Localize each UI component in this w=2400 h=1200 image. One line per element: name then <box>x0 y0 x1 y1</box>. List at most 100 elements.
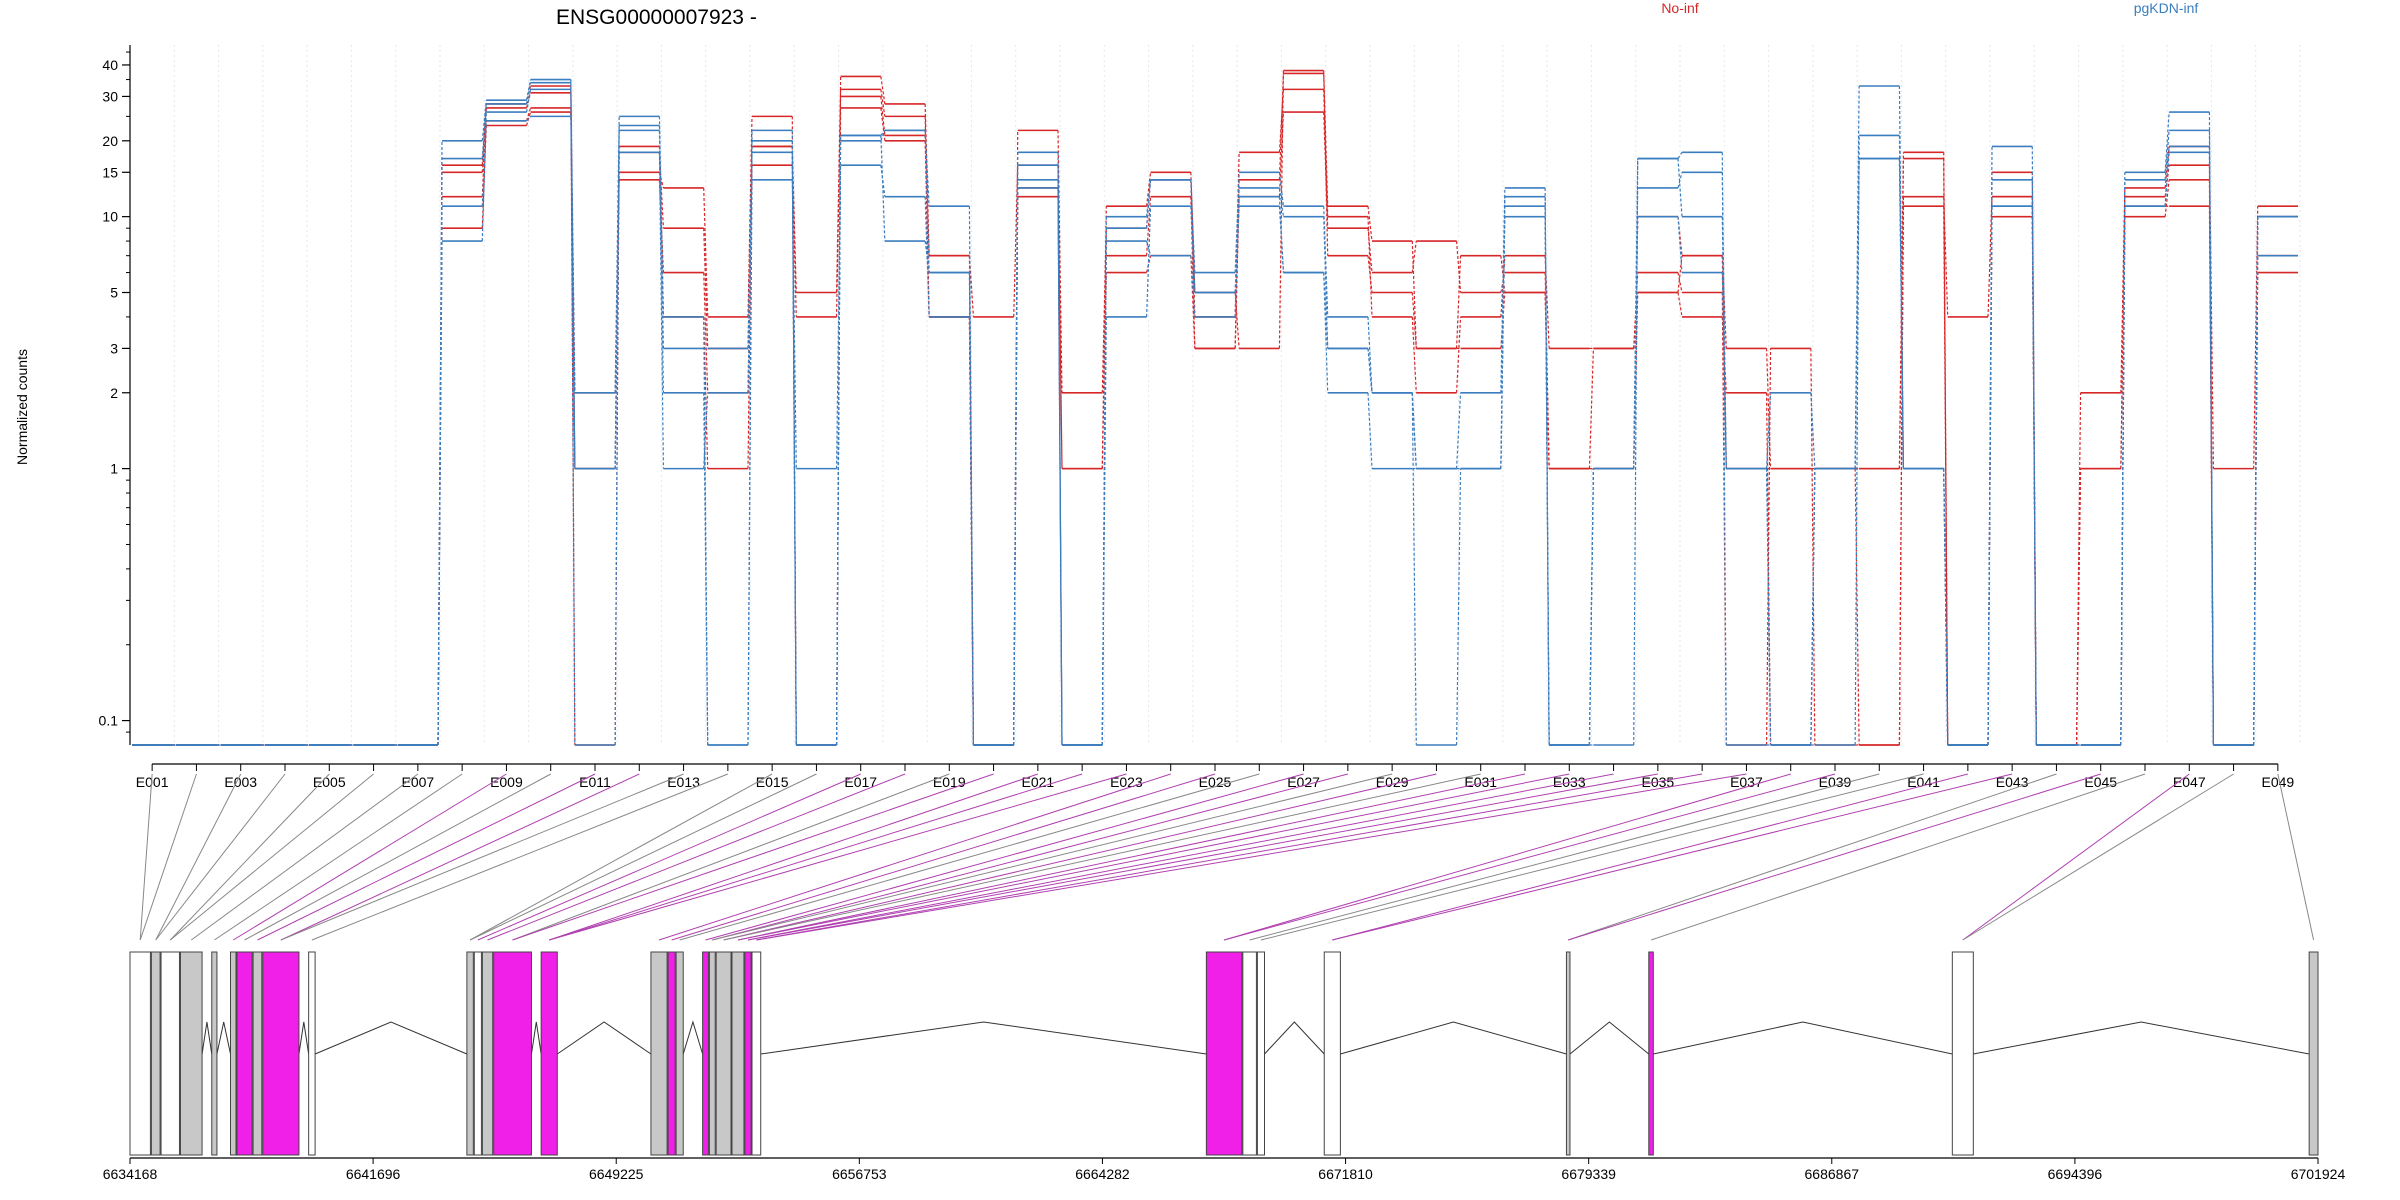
bin-transition-segment <box>437 241 443 746</box>
series-no-inf-1 <box>132 88 2298 746</box>
bin-transition-segment <box>1633 216 1639 469</box>
bin-connector-line <box>214 773 463 941</box>
bin-connector-line <box>705 773 1304 941</box>
bin-transition-segment <box>1234 206 1240 293</box>
bin-transition-segment <box>1190 255 1196 317</box>
y-tick-label: 10 <box>102 209 118 225</box>
gridlines <box>129 45 2301 745</box>
series-pgkdn-inf-6 <box>132 115 2298 746</box>
bin-connector-line <box>190 773 419 941</box>
bin-transition-segment <box>1278 112 1285 197</box>
bin-transition-segment <box>924 240 930 273</box>
exon-box <box>650 951 668 1156</box>
exon-box <box>308 951 316 1156</box>
genome-tick-label: 6701924 <box>2291 1166 2346 1182</box>
genome-tick-label: 6656753 <box>832 1166 887 1182</box>
bin-transition-segment <box>1455 255 1462 349</box>
exon-box <box>1256 951 1265 1156</box>
x-tick-label: E023 <box>1110 774 1143 790</box>
x-tick-label: E027 <box>1287 774 1320 790</box>
bin-transition-segment <box>481 100 487 141</box>
bin-transition-segment <box>703 228 709 349</box>
bin-connector-line <box>679 773 1260 941</box>
bin-transition-segment <box>835 165 842 469</box>
x-tick-label: E041 <box>1907 774 1940 790</box>
genome-tick-label: 6671810 <box>1318 1166 1373 1182</box>
x-tick-label: E019 <box>933 774 966 790</box>
intron-line <box>530 1021 542 1055</box>
bin-connector-line <box>169 773 374 941</box>
bin-transition-segment <box>1057 179 1063 746</box>
bin-transition-segment <box>1145 179 1152 229</box>
bin-connector-line <box>1223 773 1791 941</box>
y-tick-label: 30 <box>102 88 118 104</box>
bin-connector-line <box>487 773 906 941</box>
bin-transition-segment <box>703 187 709 317</box>
bin-transition-segment <box>747 179 753 746</box>
genomic-coordinate-axis: 6634168 6641696 6649225 6656753 6664282 66718… <box>103 1157 2346 1182</box>
bin-transition-segment <box>2164 146 2170 188</box>
bin-transition-segment <box>1987 196 1993 317</box>
bin-transition-segment <box>747 152 753 393</box>
bin-transition-segment <box>658 152 665 469</box>
exon-box <box>252 951 263 1156</box>
bin-transition-segment <box>1455 392 1462 469</box>
exon-box <box>481 951 494 1156</box>
bin-transition-segment <box>1677 272 1683 293</box>
bin-connector-line <box>1650 773 2146 941</box>
exon-box <box>160 951 180 1156</box>
y-tick-label: 3 <box>110 340 118 356</box>
gene-model <box>129 951 2319 1156</box>
genome-tick-label: 6686867 <box>1805 1166 1860 1182</box>
bin-transition-segment <box>880 130 886 142</box>
bin-transition-segment <box>1765 468 1772 746</box>
genome-tick-label: 6664282 <box>1075 1166 1130 1182</box>
y-axis: 0.1 1 2 3 5 10 15 20 30 40 <box>99 45 131 745</box>
bin-transition-segment <box>1544 216 1550 746</box>
bin-transition-segment <box>2253 206 2259 469</box>
genome-tick-label: 6679339 <box>1561 1166 1616 1182</box>
bin-transition-segment <box>526 115 532 122</box>
bin-transition-segment <box>2253 216 2259 746</box>
bin-connector-line <box>712 773 1348 941</box>
bin-transition-segment <box>703 392 709 469</box>
exon-box <box>2308 951 2319 1156</box>
chart-title: ENSG00000007923 - <box>556 6 757 29</box>
bin-transition-segment <box>1145 172 1152 207</box>
intron-line <box>760 1021 1207 1055</box>
bin-transition-segment <box>1323 73 1329 256</box>
bin-transition-segment <box>1323 272 1329 349</box>
bin-connector-line <box>712 773 1393 941</box>
bin-transition-segment <box>1234 179 1240 349</box>
bin-transition-segment <box>1411 241 1417 349</box>
intron-line <box>298 1021 310 1055</box>
bin-connector-line <box>747 773 1658 941</box>
exon-box <box>1242 951 1257 1156</box>
bin-connector-line <box>658 773 1171 941</box>
exon-box <box>262 951 300 1156</box>
bin-transition-segment <box>1367 316 1373 393</box>
bin-transition-segment <box>968 272 975 746</box>
exon-box <box>715 951 732 1156</box>
bin-transition-segment <box>2164 130 2170 180</box>
bin-connector-line <box>1962 773 2190 941</box>
bin-transition-segment <box>1588 468 1595 746</box>
bin-transition-segment <box>2208 146 2215 469</box>
bin-transition-segment <box>1721 216 1727 469</box>
bin-connector-line <box>155 773 286 941</box>
exon-box <box>1648 951 1654 1156</box>
series-group <box>132 69 2298 746</box>
bin-transition-segment <box>880 89 886 117</box>
intron-line <box>682 1020 704 1055</box>
exon-box <box>473 951 482 1156</box>
bin-transition-segment <box>1323 70 1329 207</box>
bin-connector-line <box>1249 773 1880 941</box>
bin-transition-segment <box>1234 172 1240 273</box>
bin-connector-line <box>139 773 197 941</box>
bin-transition-segment <box>1145 206 1152 317</box>
y-axis-label: Normalized counts <box>14 349 30 465</box>
bin-connector-line <box>723 773 1437 941</box>
exon-box <box>150 951 161 1156</box>
bin-transition-segment <box>1544 292 1550 469</box>
bin-transition-segment <box>791 179 797 469</box>
